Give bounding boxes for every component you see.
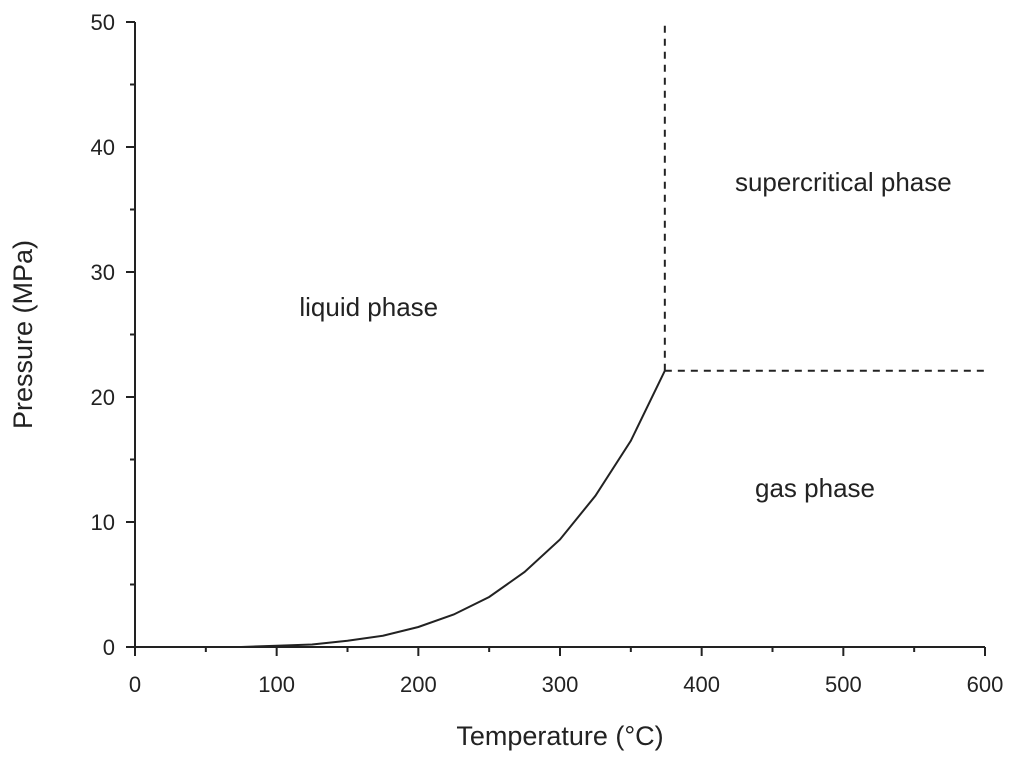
axes (134, 22, 985, 648)
x-tick-label: 500 (825, 672, 862, 697)
vapor-pressure-curve (135, 370, 666, 648)
y-tick-label: 0 (103, 635, 115, 660)
region-label: gas phase (755, 473, 875, 503)
y-tick-label: 40 (91, 135, 115, 160)
x-tick-label: 400 (683, 672, 720, 697)
region-label: supercritical phase (735, 167, 952, 197)
x-tick-label: 100 (258, 672, 295, 697)
x-tick-label: 600 (967, 672, 1004, 697)
x-tick-label: 0 (129, 672, 141, 697)
y-tick-label: 10 (91, 510, 115, 535)
region-label: liquid phase (299, 292, 438, 322)
annotations: liquid phase supercritical phase gas phase (299, 167, 951, 503)
y-tick-label: 30 (91, 260, 115, 285)
x-axis-label: Temperature (°C) (456, 721, 663, 751)
y-tick-label: 20 (91, 385, 115, 410)
x-tick-label: 300 (542, 672, 579, 697)
y-tick-label: 50 (91, 10, 115, 35)
x-tick-label: 200 (400, 672, 437, 697)
ticks: 0 100 200 300 400 500 600 0 10 20 30 40 50 (91, 10, 1004, 697)
y-axis-label: Pressure (MPa) (8, 240, 38, 429)
series (135, 22, 985, 648)
